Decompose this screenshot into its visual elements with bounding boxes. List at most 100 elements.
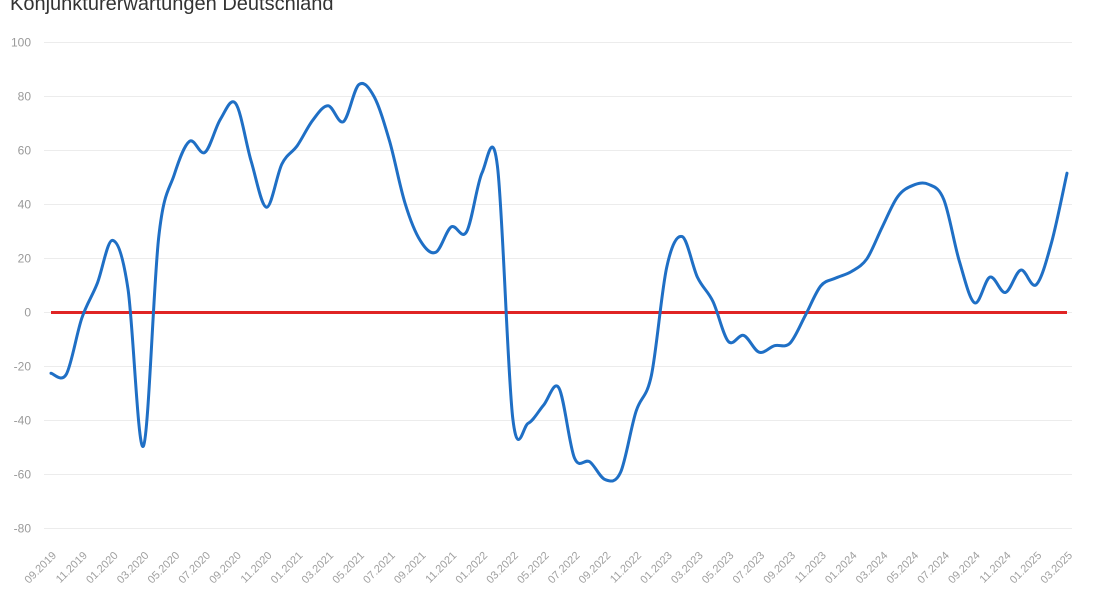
data-point [1034, 283, 1038, 287]
data-point [419, 239, 423, 243]
data-point [572, 456, 576, 460]
x-tick-label: 09.2020 [207, 550, 244, 587]
data-point [526, 421, 530, 425]
y-tick-label: 100 [11, 36, 31, 50]
data-point [834, 276, 838, 280]
data-point [1003, 291, 1007, 295]
data-point [880, 225, 884, 229]
y-tick-label: 20 [18, 252, 32, 266]
data-point [234, 102, 238, 106]
data-point [403, 201, 407, 205]
data-point [357, 83, 361, 87]
data-point [126, 287, 130, 291]
y-tick-label: -40 [14, 414, 32, 428]
x-tick-label: 07.2024 [915, 550, 952, 587]
x-tick-label: 07.2020 [176, 550, 213, 587]
x-tick-label: 09.2023 [761, 550, 798, 587]
data-point [1019, 268, 1023, 272]
data-point [80, 316, 84, 320]
data-point [141, 444, 145, 448]
data-point [388, 140, 392, 144]
data-point [295, 144, 299, 148]
data-point [942, 198, 946, 202]
x-tick-label: 03.2020 [115, 550, 152, 587]
data-point [896, 195, 900, 199]
data-point [172, 173, 176, 177]
data-point [634, 410, 638, 414]
x-tick-label: 11.2022 [608, 550, 644, 586]
data-point [819, 284, 823, 288]
data-point [911, 183, 915, 187]
x-tick-label: 09.2022 [577, 550, 614, 587]
data-point [711, 299, 715, 303]
data-point [495, 164, 499, 168]
x-tick-label: 07.2022 [546, 550, 583, 587]
y-tick-label: 60 [18, 144, 32, 158]
data-point [557, 386, 561, 390]
x-tick-label: 09.2024 [946, 550, 983, 587]
x-tick-label: 05.2020 [146, 550, 183, 587]
data-point [757, 350, 761, 354]
data-point [434, 250, 438, 254]
data-point [850, 270, 854, 274]
x-tick-label: 01.2024 [823, 550, 860, 587]
x-tick-label: 09.2021 [392, 550, 429, 587]
x-tick-label: 01.2025 [1008, 550, 1045, 587]
x-tick-label: 03.2022 [484, 550, 521, 587]
x-tick-label: 11.2021 [423, 550, 459, 586]
data-point [511, 417, 515, 421]
data-point [1065, 171, 1069, 175]
data-point [465, 230, 469, 234]
data-point [95, 282, 99, 286]
x-tick-label: 11.2023 [793, 550, 829, 586]
data-point [788, 341, 792, 345]
data-point [326, 104, 330, 108]
data-point [696, 275, 700, 279]
x-tick-label: 03.2025 [1039, 550, 1076, 587]
data-point [249, 159, 253, 163]
data-point [1050, 240, 1054, 244]
data-point [927, 182, 931, 186]
data-point [588, 460, 592, 464]
x-tick-label: 11.2020 [239, 550, 275, 586]
data-point [111, 238, 115, 242]
data-point [726, 339, 730, 343]
series-line [49, 81, 1069, 483]
chart-title: Konjunkturerwartungen Deutschland [10, 0, 334, 15]
y-tick-label: 40 [18, 198, 32, 212]
data-point [988, 275, 992, 279]
data-point [157, 234, 161, 238]
data-point [480, 171, 484, 175]
data-point [342, 120, 346, 124]
x-tick-label: 07.2023 [731, 550, 768, 587]
data-point [542, 403, 546, 407]
data-point [265, 205, 269, 209]
data-point [203, 150, 207, 154]
x-tick-label: 07.2021 [361, 550, 398, 587]
data-point [973, 301, 977, 305]
data-point [64, 372, 68, 376]
data-point [49, 371, 53, 375]
x-tick-label: 05.2023 [700, 550, 737, 587]
data-point [372, 95, 376, 99]
x-tick-label: 05.2022 [515, 550, 552, 587]
data-point [665, 265, 669, 269]
x-tick-label: 03.2023 [669, 550, 706, 587]
data-point [603, 478, 607, 482]
x-tick-label: 01.2022 [454, 550, 491, 587]
y-tick-label: -20 [14, 360, 32, 374]
data-point [773, 344, 777, 348]
x-tick-label: 01.2020 [84, 550, 121, 587]
data-point [680, 235, 684, 239]
data-point [188, 139, 192, 143]
data-point [619, 470, 623, 474]
data-point [742, 333, 746, 337]
x-tick-label: 09.2019 [23, 550, 60, 587]
y-tick-label: -80 [14, 522, 32, 536]
data-point [311, 118, 315, 122]
x-tick-label: 11.2024 [978, 550, 1014, 586]
y-tick-label: -60 [14, 468, 32, 482]
x-tick-label: 11.2019 [54, 550, 90, 586]
x-tick-label: 05.2021 [330, 550, 367, 587]
x-tick-label: 03.2024 [854, 550, 891, 587]
